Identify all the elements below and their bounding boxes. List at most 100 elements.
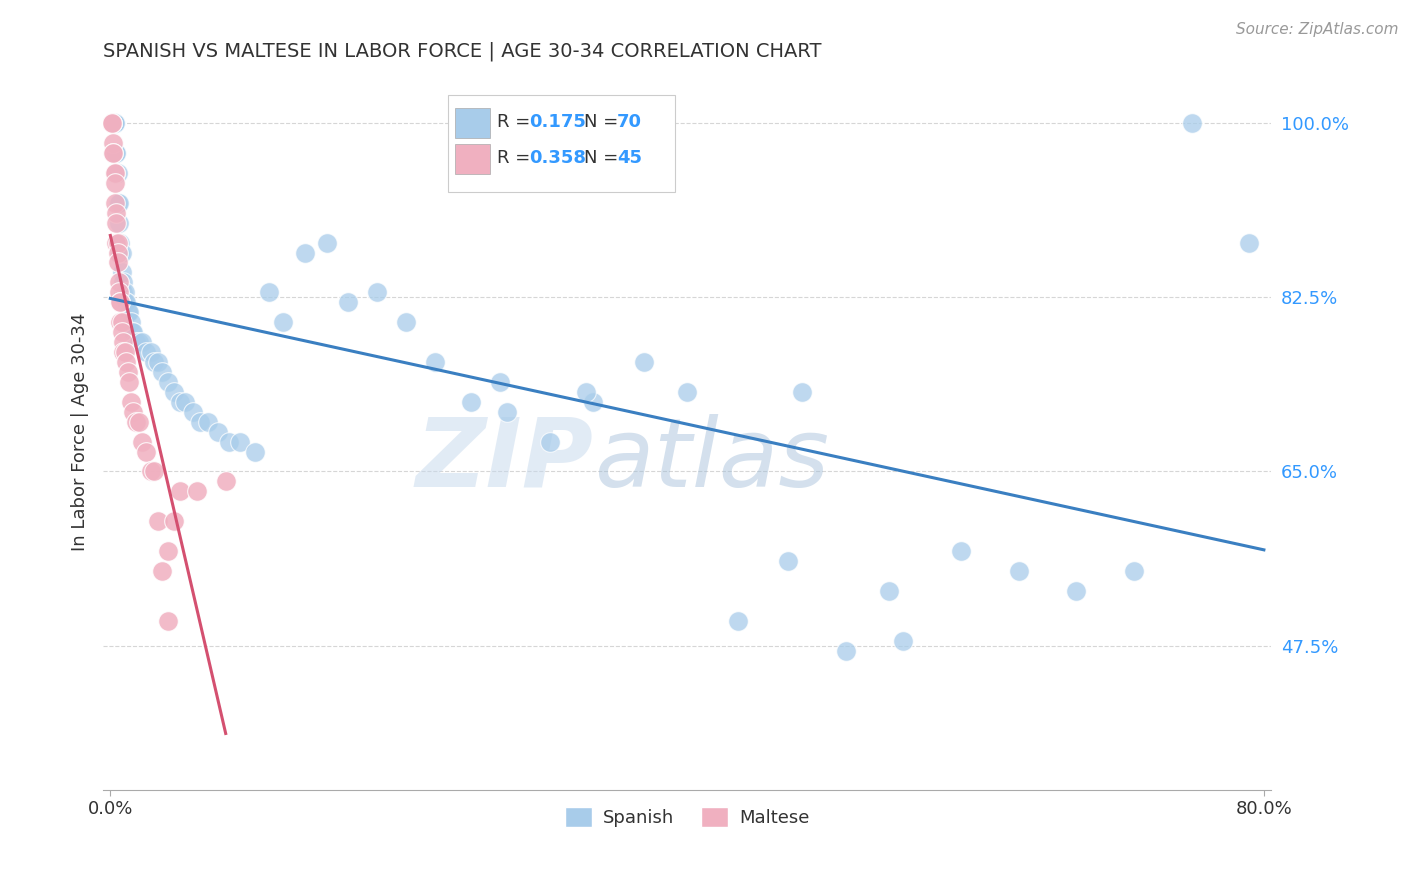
Point [1008, 564, 1031, 578]
Point [146, 514, 169, 528]
Point [128, 335, 150, 350]
Point [104, 176, 127, 190]
Point [142, 355, 165, 369]
Point [163, 384, 186, 399]
Point [174, 394, 197, 409]
Point [229, 434, 252, 449]
Point [150, 365, 173, 379]
Point [877, 583, 900, 598]
Point [1066, 583, 1088, 598]
Point [139, 465, 162, 479]
Point [169, 394, 191, 409]
Text: Source: ZipAtlas.com: Source: ZipAtlas.com [1236, 22, 1399, 37]
Point [156, 375, 179, 389]
Text: ZIP: ZIP [416, 414, 593, 507]
Point [169, 484, 191, 499]
Legend: Spanish, Maltese: Spanish, Maltese [558, 799, 817, 835]
Point [112, 345, 135, 359]
Point [146, 355, 169, 369]
Point [135, 345, 157, 359]
Point [117, 305, 139, 319]
Point [118, 305, 141, 319]
Point [135, 444, 157, 458]
Point [118, 375, 141, 389]
Point [105, 146, 128, 161]
Point [131, 335, 153, 350]
Point [893, 633, 915, 648]
Text: 45: 45 [617, 149, 643, 167]
Point [156, 544, 179, 558]
Point [366, 285, 388, 300]
Point [186, 484, 208, 499]
Point [104, 166, 127, 180]
Point [107, 235, 129, 250]
Point [835, 643, 858, 657]
Point [315, 235, 337, 250]
Point [112, 335, 135, 350]
Point [101, 116, 124, 130]
Point [101, 116, 124, 130]
Point [104, 166, 127, 180]
FancyBboxPatch shape [454, 144, 489, 174]
Point [107, 166, 129, 180]
Point [105, 216, 128, 230]
Point [103, 136, 125, 150]
Point [104, 116, 127, 130]
Point [105, 146, 128, 161]
Point [117, 365, 139, 379]
Text: R =: R = [496, 113, 536, 131]
Point [112, 276, 135, 290]
Text: N =: N = [585, 113, 624, 131]
Text: SPANISH VS MALTESE IN LABOR FORCE | AGE 30-34 CORRELATION CHART: SPANISH VS MALTESE IN LABOR FORCE | AGE … [103, 42, 821, 62]
Point [120, 394, 142, 409]
Point [114, 285, 136, 300]
Point [104, 195, 127, 210]
Point [115, 295, 138, 310]
Point [107, 245, 129, 260]
Point [111, 245, 134, 260]
Point [104, 116, 127, 130]
Point [294, 245, 316, 260]
Point [337, 295, 360, 310]
Point [107, 195, 129, 210]
Point [105, 206, 128, 220]
Point [257, 285, 280, 300]
Point [496, 405, 519, 419]
Text: 70: 70 [617, 113, 643, 131]
Point [111, 325, 134, 339]
Point [128, 415, 150, 429]
Point [110, 295, 132, 310]
FancyBboxPatch shape [447, 95, 675, 192]
Point [111, 315, 134, 329]
Text: R =: R = [496, 149, 536, 167]
Point [125, 335, 148, 350]
Text: 0.358: 0.358 [530, 149, 586, 167]
Point [207, 425, 229, 439]
Point [111, 265, 134, 279]
Point [150, 564, 173, 578]
Point [582, 394, 605, 409]
Point [575, 384, 598, 399]
Point [395, 315, 418, 329]
Point [101, 116, 124, 130]
Point [122, 325, 145, 339]
Point [188, 415, 211, 429]
Point [108, 216, 131, 230]
Point [122, 405, 145, 419]
Point [112, 285, 135, 300]
Text: atlas: atlas [593, 414, 828, 507]
Point [950, 544, 973, 558]
Point [105, 235, 128, 250]
Point [243, 444, 266, 458]
Point [139, 345, 162, 359]
Point [125, 415, 148, 429]
Point [156, 614, 179, 628]
Point [107, 255, 129, 269]
Point [142, 465, 165, 479]
Point [163, 514, 186, 528]
Point [103, 146, 125, 161]
Point [1239, 235, 1261, 250]
Point [273, 315, 295, 329]
Point [792, 384, 814, 399]
Point [108, 276, 131, 290]
